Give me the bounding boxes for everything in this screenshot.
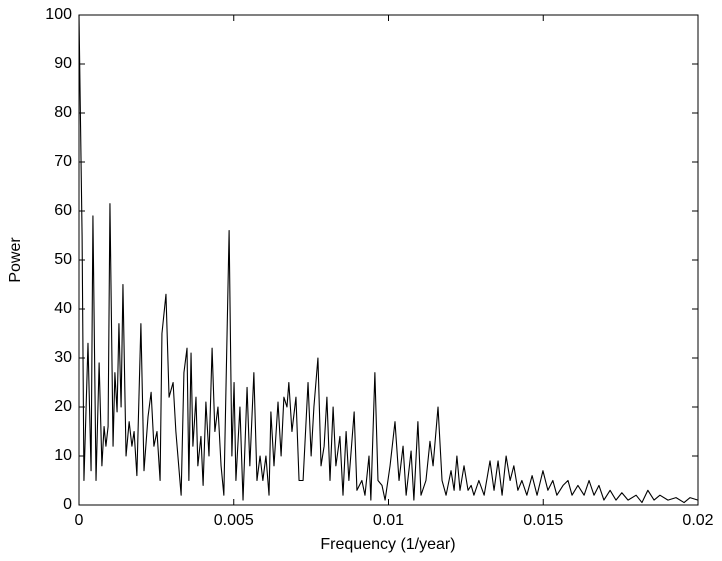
x-tick-label: 0.02	[682, 512, 713, 529]
y-tick-label: 30	[54, 349, 72, 366]
x-tick-label: 0.015	[523, 512, 563, 529]
y-tick-label: 60	[54, 202, 72, 219]
y-axis-label: Power	[7, 237, 24, 283]
x-tick-label: 0.005	[214, 512, 254, 529]
y-tick-label: 10	[54, 447, 72, 464]
y-tick-label: 40	[54, 300, 72, 317]
x-tick-label: 0	[75, 512, 84, 529]
power-line	[78, 14, 699, 504]
y-tick-label: 20	[54, 398, 72, 415]
x-tick-label: 0.01	[373, 512, 404, 529]
y-tick-label: 80	[54, 104, 72, 121]
plot-frame	[78, 14, 699, 506]
y-tick-label: 70	[54, 153, 72, 170]
y-tick-label: 90	[54, 55, 72, 72]
x-axis-label: Frequency (1/year)	[320, 536, 455, 553]
y-tick-label: 100	[45, 6, 72, 23]
y-tick-label: 0	[63, 496, 72, 513]
y-tick-label: 50	[54, 251, 72, 268]
